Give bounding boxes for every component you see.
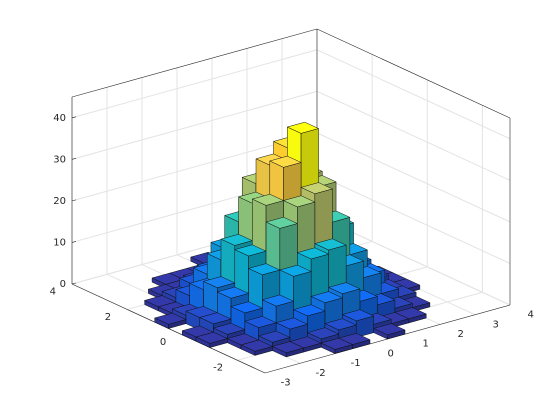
grid-line — [316, 49, 511, 140]
axis-line — [71, 28, 318, 98]
bar — [342, 309, 374, 338]
bar — [272, 341, 304, 358]
bar-face — [272, 341, 304, 354]
z-tick-label: 10 — [53, 237, 66, 248]
bar-face — [269, 155, 302, 168]
z-tick-label: 30 — [53, 154, 66, 165]
tick-mark — [71, 199, 77, 202]
bar-face — [240, 339, 273, 352]
tick-mark — [71, 241, 77, 243]
z-tick-label: 0 — [60, 279, 66, 290]
grid-line — [71, 90, 318, 160]
bar-face — [287, 121, 319, 134]
bar-face — [283, 195, 316, 208]
x-tick-label: 1 — [422, 339, 428, 350]
bar-face — [203, 276, 236, 288]
axis-line — [316, 28, 511, 119]
y-tick-label: 2 — [105, 312, 111, 323]
bar-face — [213, 322, 246, 335]
bar-face — [230, 301, 263, 314]
bar — [320, 337, 353, 354]
bar — [154, 312, 187, 329]
tick-mark — [71, 116, 77, 119]
bar-face — [199, 312, 232, 325]
x-tick-label: -1 — [351, 358, 361, 369]
z-tick-label: 40 — [53, 113, 66, 124]
bar-face — [342, 309, 374, 322]
grid-line — [316, 132, 511, 223]
tick-mark — [71, 158, 77, 160]
bar-face — [279, 264, 312, 277]
bar — [195, 331, 228, 348]
bar-face — [293, 304, 326, 317]
bar-face — [220, 234, 253, 246]
bar — [373, 323, 406, 340]
x-tick-label: 3 — [492, 319, 498, 330]
bar-face — [248, 263, 281, 276]
bar-face — [324, 318, 357, 331]
y-tick-label: -2 — [213, 363, 223, 374]
bar-face — [252, 193, 284, 206]
bar-face — [217, 286, 249, 299]
bar-face — [234, 244, 267, 257]
bar-face — [314, 238, 347, 251]
grid-line — [316, 173, 511, 264]
bar-face — [265, 216, 298, 229]
bar-face — [307, 327, 339, 340]
bar-face — [373, 323, 406, 336]
x-tick-label: -3 — [281, 378, 291, 389]
bar-face — [258, 330, 291, 343]
bar-face — [262, 294, 294, 307]
bar-face — [195, 331, 228, 344]
bar-face — [320, 337, 353, 350]
bar-face — [297, 247, 329, 260]
bar-face — [310, 291, 343, 304]
bar — [240, 339, 273, 356]
y-tick-label: 0 — [160, 337, 166, 348]
x-tick-label: 4 — [527, 310, 533, 321]
grid-line — [316, 90, 511, 181]
tick-mark — [71, 282, 77, 285]
x-tick-label: 0 — [387, 348, 393, 359]
x-tick-label: 2 — [457, 329, 463, 340]
bar-face — [275, 317, 308, 330]
bar-face — [154, 312, 187, 325]
x-tick-label: -2 — [316, 368, 326, 379]
bar-face — [300, 182, 333, 195]
y-tick-label: 4 — [50, 286, 56, 297]
bar-face — [328, 282, 361, 294]
grid-line — [71, 49, 318, 119]
z-tick-label: 20 — [53, 196, 66, 207]
bar-face — [244, 316, 277, 328]
